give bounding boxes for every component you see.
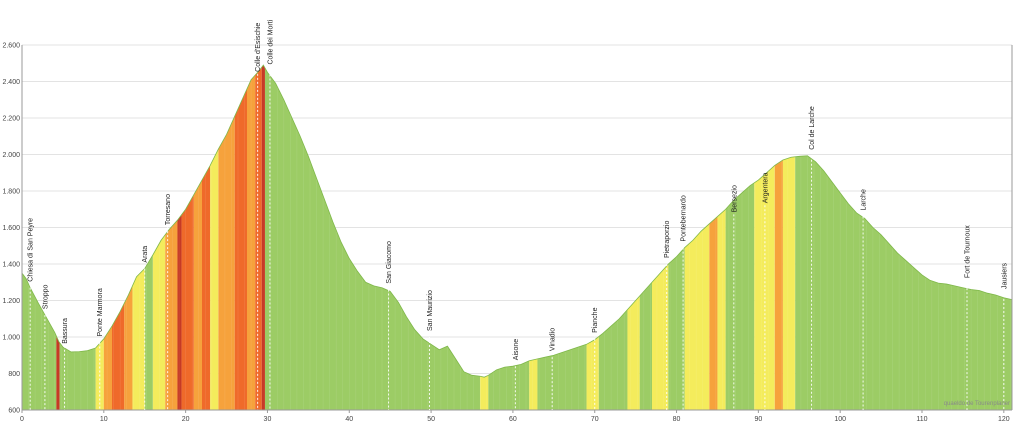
gradient-band-20 — [261, 65, 265, 410]
y-tick-label-1: 800 — [8, 371, 20, 378]
x-tick-label-7: 70 — [591, 416, 599, 423]
place-label-8: San Giacomo — [386, 241, 393, 284]
axes — [21, 45, 1013, 411]
y-tick-label-0: 600 — [8, 408, 20, 415]
x-tick-label-6: 60 — [509, 416, 517, 423]
x-tick-label-1: 10 — [100, 416, 108, 423]
y-tick-label-9: 2.400 — [2, 79, 20, 86]
place-label-1: Stroppo — [42, 284, 49, 309]
gradient-band-37 — [774, 65, 783, 410]
gradient-band-17 — [234, 65, 247, 410]
gradient-band-35 — [725, 65, 755, 410]
place-label-14: Pontebernardo — [681, 195, 688, 241]
x-tick-labels: 0 10 20 30 40 50 60 70 80 90 100 110 120 — [20, 410, 1010, 423]
y-tick-label-8: 2.200 — [2, 116, 20, 123]
gradient-band-33 — [709, 65, 718, 410]
x-tick-label-4: 40 — [345, 416, 353, 423]
gradient-band-11 — [177, 65, 182, 410]
place-label-17: Col de Larche — [809, 106, 816, 150]
x-tick-label-11: 110 — [916, 416, 927, 423]
place-label-18: Larche — [861, 189, 868, 211]
place-label-10: Aisone — [513, 339, 520, 361]
place-label-0: Chiesa di San Peyre — [28, 218, 35, 282]
x-tick-label-9: 90 — [754, 416, 762, 423]
place-label-4: Arata — [142, 246, 149, 263]
x-tick-label-3: 30 — [264, 416, 272, 423]
place-label-2: Bassura — [62, 318, 69, 344]
y-tick-labels: 600 800 1.000 1.200 1.400 1.600 1.800 2.000 2.20… — [2, 43, 20, 415]
y-tick-label-5: 1.600 — [2, 225, 20, 232]
place-label-16: Argentera — [762, 172, 769, 203]
y-tick-label-2: 1.000 — [2, 335, 20, 342]
y-tick-label-4: 1.400 — [2, 262, 20, 269]
gradient-band-14 — [202, 65, 211, 410]
place-label-3: Ponte Marmora — [97, 288, 104, 336]
x-tick-label-12: 120 — [998, 416, 1010, 423]
place-label-11: Vinadio — [550, 328, 557, 351]
gradient-band-34 — [717, 65, 726, 410]
chart-credit: quaeldo.de Tourenplaner — [944, 401, 1010, 407]
y-tick-label-3: 1.200 — [2, 298, 20, 305]
place-labels: Chiesa di San Peyre Stroppo Bassura Ponte M… — [28, 19, 1008, 410]
y-tick-label-7: 2.000 — [2, 152, 20, 159]
place-label-15: Bersezio — [731, 185, 738, 212]
y-tick-label-10: 2.600 — [2, 43, 20, 50]
x-tick-label-2: 20 — [182, 416, 190, 423]
x-tick-label-10: 100 — [834, 416, 846, 423]
place-label-7: Colle dei Morti — [267, 19, 274, 64]
x-tick-label-8: 80 — [673, 416, 681, 423]
x-tick-label-5: 50 — [427, 416, 435, 423]
place-label-9: San Maurizio — [427, 290, 434, 331]
gradient-band-13 — [193, 65, 202, 410]
place-label-13: Pietraporzio — [664, 221, 671, 258]
profile-outline — [21, 64, 1013, 378]
place-label-20: Jausiers — [1001, 262, 1008, 289]
place-label-6: Colle d'Esischie — [255, 23, 262, 72]
gradient-band-15 — [210, 65, 219, 410]
place-label-12: Pianche — [592, 307, 599, 332]
x-tick-label-0: 0 — [20, 416, 24, 423]
place-label-19: Fort de Tournoux — [965, 225, 972, 278]
gradient-band-16 — [218, 65, 235, 410]
gradient-band-18 — [247, 65, 256, 410]
gradient-band-19 — [255, 65, 262, 410]
gradient-band-38 — [782, 65, 796, 410]
place-label-5: Torresano — [165, 194, 172, 225]
y-tick-label-6: 1.800 — [2, 189, 20, 196]
